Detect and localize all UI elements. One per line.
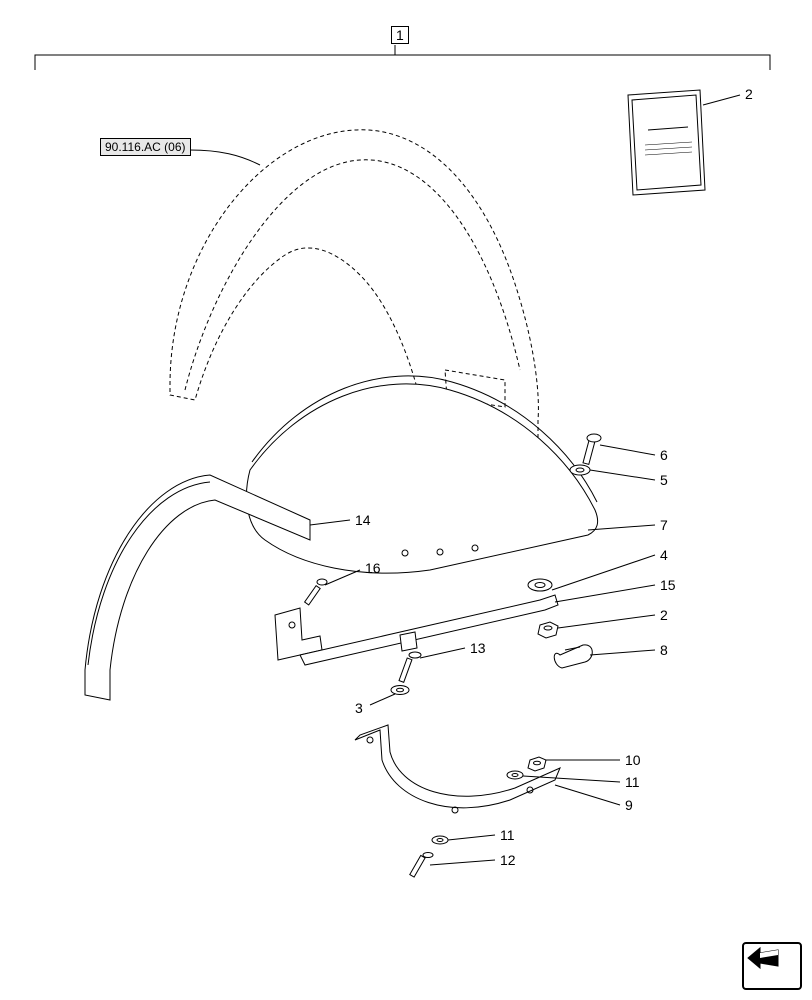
callout-2-top: 2 xyxy=(745,86,753,102)
bolt-13-washer-3 xyxy=(391,652,421,695)
callout-10: 10 xyxy=(625,752,641,768)
callout-6: 6 xyxy=(660,447,668,463)
callout-16: 16 xyxy=(365,560,381,576)
manual-sheet xyxy=(628,90,705,195)
callout-7: 7 xyxy=(660,517,668,533)
callout-3: 3 xyxy=(355,700,363,716)
callout-5: 5 xyxy=(660,472,668,488)
side-strip-14 xyxy=(85,475,310,700)
nut-10-washer-11a xyxy=(507,757,546,779)
nut-2 xyxy=(538,622,558,638)
callout-2-bottom: 2 xyxy=(660,607,668,623)
washer-11b-bolt-12 xyxy=(410,836,448,877)
callout-15: 15 xyxy=(660,577,676,593)
back-icon[interactable] xyxy=(742,942,802,990)
callout-1: 1 xyxy=(391,26,409,44)
bracket-1 xyxy=(35,45,770,70)
callout-11-right: 11 xyxy=(625,774,640,790)
callout-11-bottom: 11 xyxy=(500,827,515,843)
callout-8: 8 xyxy=(660,642,668,658)
callout-12: 12 xyxy=(500,852,516,868)
callout-14: 14 xyxy=(355,512,371,528)
callout-4: 4 xyxy=(660,547,668,563)
callout-9: 9 xyxy=(625,797,633,813)
support-rod-15 xyxy=(300,579,558,665)
bolt-6-washer-5 xyxy=(570,434,601,475)
rear-flap xyxy=(246,376,597,573)
callout-13: 13 xyxy=(470,640,486,656)
ref-box: 90.116.AC (06) xyxy=(100,138,191,156)
clip-8 xyxy=(554,645,592,668)
bracket-16 xyxy=(275,579,327,660)
